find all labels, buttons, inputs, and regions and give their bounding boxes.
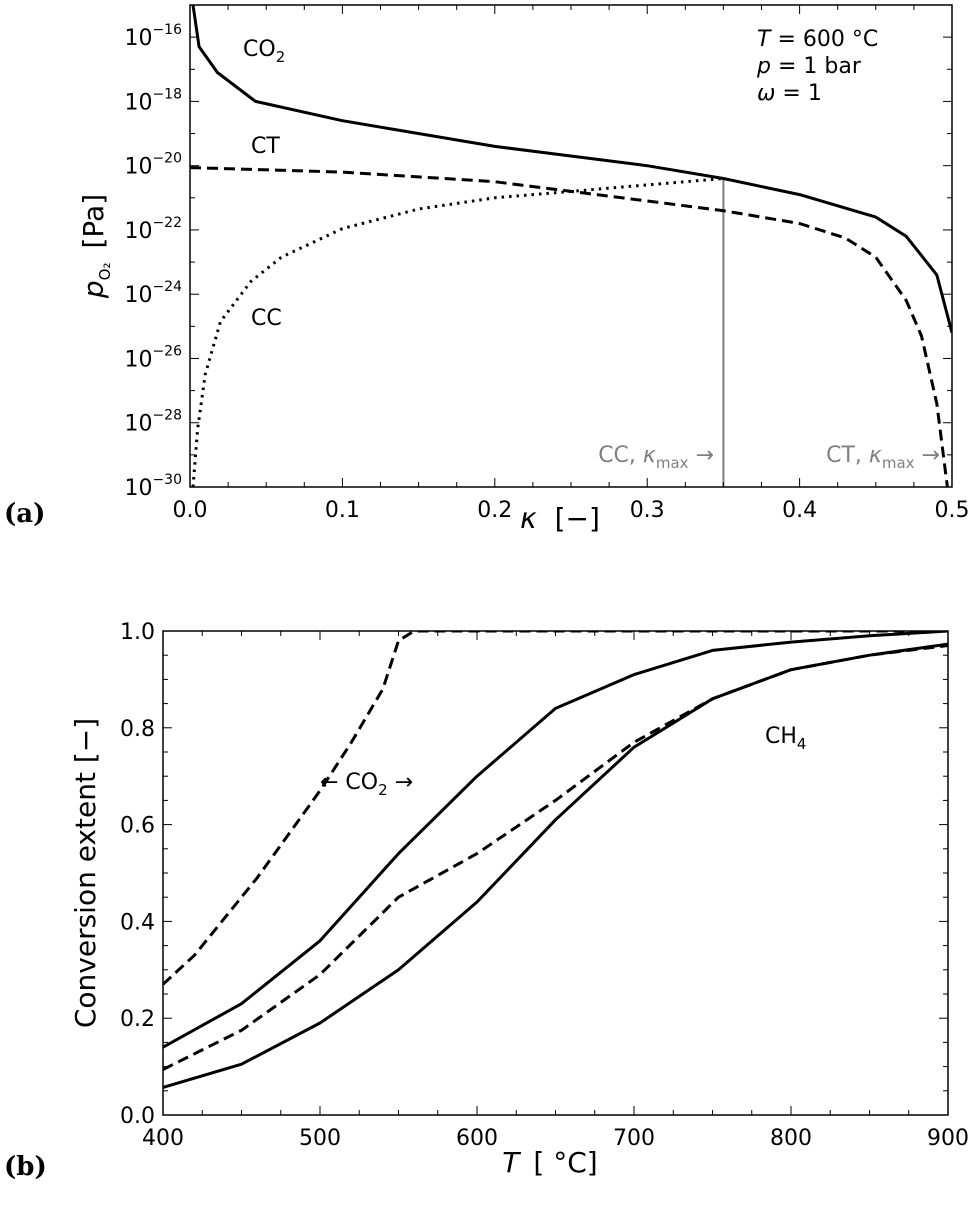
y-tick-label: 10−18 (124, 86, 182, 115)
panel-b: 400 500 600 700 800 900 0.0 0.2 0.4 0.6 0.8 1.0 (b)… (4, 620, 969, 1182)
series-line-3 (163, 642, 948, 1089)
y-symbol: p (77, 280, 110, 299)
label-co2-arrows: ← CO2 → (320, 770, 413, 799)
label-co2: CO2 (243, 37, 285, 66)
y-unit: [Pa] (77, 194, 110, 249)
y-tick-label: 10−20 (124, 151, 182, 180)
panel-b-series (163, 631, 948, 1089)
y-tick-label: 0.2 (120, 1007, 155, 1032)
panel-a-axes: 0.0 0.1 0.2 0.3 0.4 0.5 10−30 10−28 10−26 10−24 10… (124, 4, 970, 523)
y-tick-label: 10−24 (124, 279, 182, 308)
y-tick-label: 0.4 (120, 910, 155, 935)
panel-b-axes: 400 500 600 700 800 900 0.0 0.2 0.4 0.6 0.8 1.0 (120, 620, 969, 1151)
condition-temperature: T = 600 °C (757, 27, 878, 52)
y-sub: O₂ (96, 263, 114, 281)
x-tick-label: 0.3 (630, 498, 665, 523)
x-tick-label: 0.2 (477, 498, 512, 523)
y-tick-label: 10−16 (124, 22, 182, 51)
x-tick-label: 800 (770, 1126, 812, 1151)
x-tick-label: 400 (142, 1126, 184, 1151)
conditions-box: T = 600 °C p = 1 bar ω = 1 (756, 27, 878, 106)
y-tick-label: 1.0 (120, 620, 155, 645)
panel-b-x-axis-label: T[ °C] (502, 1146, 597, 1179)
x-unit: [−] (555, 502, 600, 535)
series-line-ct (190, 166, 949, 487)
series-line-0 (163, 631, 948, 986)
panel-a-y-axis-label: pO₂ [Pa] (77, 194, 114, 299)
y-tick-label: 0.0 (120, 1104, 155, 1129)
y-tick-label: 10−26 (124, 343, 182, 372)
x-symbol: κ (520, 502, 537, 535)
panel-b-label: (b) (4, 1152, 47, 1182)
panel-a-series (190, 5, 952, 487)
panel-a: 0.0 0.1 0.2 0.3 0.4 0.5 10−30 10−28 10−26 10−24 10… (4, 4, 970, 535)
x-tick-label: 700 (613, 1126, 655, 1151)
condition-pressure: p = 1 bar (756, 54, 862, 79)
x-tick-label: 0.1 (325, 498, 360, 523)
panel-a-label: (a) (4, 499, 45, 529)
x-tick-label: 0.5 (935, 498, 970, 523)
y-tick-label: 0.8 (120, 717, 155, 742)
series-line-2 (163, 644, 948, 1071)
y-tick-label: 10−30 (124, 472, 182, 501)
label-ct: CT (251, 134, 280, 159)
x-tick-label: 0.4 (782, 498, 817, 523)
panel-b-y-axis-label: Conversion extent [−] (69, 718, 102, 1028)
y-tick-label: 0.6 (120, 814, 155, 839)
x-tick-label: 0.0 (173, 498, 208, 523)
series-line-1 (163, 631, 948, 1049)
label-cc-kappa-max: CC, κmax → (598, 443, 714, 472)
panel-a-x-axis-label: κ [−] (520, 502, 600, 535)
y-tick-label: 10−28 (124, 408, 182, 437)
x-tick-label: 500 (299, 1126, 341, 1151)
label-ch4: CH4 (765, 724, 806, 753)
condition-omega: ω = 1 (757, 81, 822, 106)
label-cc: CC (251, 306, 282, 331)
label-ct-kappa-max: CT, κmax → (826, 443, 940, 472)
y-tick-label: 10−22 (124, 215, 182, 244)
series-line-cc (191, 177, 724, 487)
x-tick-label: 900 (927, 1126, 969, 1151)
x-tick-label: 600 (456, 1126, 498, 1151)
series-line-co (191, 5, 952, 334)
